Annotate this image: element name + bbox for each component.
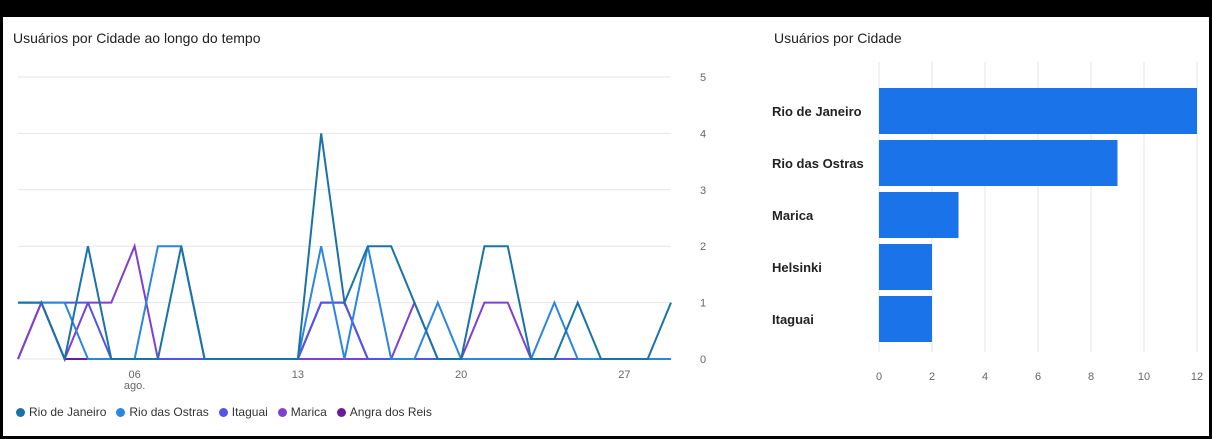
legend-item[interactable]: Rio de Janeiro (16, 405, 106, 419)
y-tick-label: 5 (700, 72, 706, 84)
bar-rio-de-janeiro[interactable] (879, 88, 1197, 134)
legend-swatch (218, 407, 228, 417)
bar-category-label: Marica (772, 208, 814, 223)
bar-x-tick-label: 12 (1191, 371, 1203, 383)
y-tick-label: 3 (700, 185, 706, 197)
legend-swatch (16, 407, 25, 417)
y-tick-label: 4 (700, 128, 706, 140)
legend-label: Marica (290, 405, 327, 419)
bar-x-tick-label: 6 (1035, 371, 1041, 383)
bar-itaguai[interactable] (879, 296, 932, 342)
legend-item[interactable]: Rio das Ostras (116, 405, 209, 419)
bar-x-tick-label: 4 (982, 371, 988, 383)
line-chart-legend: Rio de Janeiro Rio das Ostras Itaguai Maric… (16, 405, 432, 419)
legend-label: Itaguai (231, 405, 268, 419)
legend-swatch (336, 407, 346, 417)
x-tick-label: 13 (292, 369, 304, 381)
legend-item[interactable]: Itaguai (218, 405, 268, 419)
legend-swatch (277, 407, 287, 417)
bar-x-tick-label: 0 (876, 371, 882, 383)
chart-panel: Usuários por Cidade ao longo do tempo Us… (3, 17, 1209, 436)
bar-x-tick-label: 2 (929, 371, 935, 383)
x-tick-sublabel: ago. (124, 380, 145, 392)
legend-label: Rio das Ostras (129, 405, 209, 419)
legend-label: Angra dos Reis (349, 405, 432, 419)
x-tick-label: 20 (455, 369, 467, 381)
bar-category-label: Itaguai (772, 312, 814, 327)
y-tick-label: 0 (700, 354, 706, 366)
bar-category-label: Rio das Ostras (772, 156, 864, 171)
bar-chart: 0 2 4 6 8 10 12 Rio de Janeiro Rio das Ostras Mar… (772, 62, 1203, 383)
bar-chart-title: Usuários por Cidade (774, 30, 902, 46)
y-tick-label: 1 (700, 298, 706, 310)
bar-category-label: Rio de Janeiro (772, 104, 862, 119)
series-line-rio-de-janeiro[interactable] (18, 133, 672, 363)
x-tick-label: 27 (618, 369, 630, 381)
bar-category-label: Helsinki (772, 260, 822, 275)
x-tick-label: 06 (128, 369, 140, 381)
legend-label: Rio de Janeiro (29, 405, 107, 419)
bar-x-tick-label: 8 (1088, 371, 1094, 383)
bar-x-tick-label: 10 (1138, 371, 1150, 383)
bar-marica[interactable] (879, 192, 959, 238)
line-chart-title: Usuários por Cidade ao longo do tempo (13, 30, 261, 46)
legend-item[interactable]: Marica (277, 405, 327, 419)
bar-helsinki[interactable] (879, 244, 932, 290)
bar-rio-das-ostras[interactable] (879, 140, 1118, 186)
legend-item[interactable]: Angra dos Reis (336, 405, 432, 419)
y-tick-label: 2 (700, 241, 706, 253)
legend-swatch (116, 407, 126, 417)
